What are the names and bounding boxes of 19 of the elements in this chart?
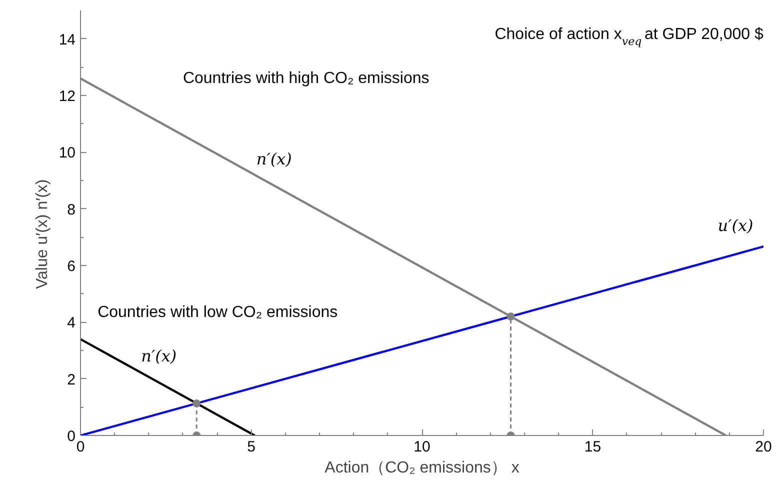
y-axis-title: Value u′(x) n′(x) [34, 179, 51, 289]
x-tick-label: 20 [755, 438, 772, 456]
x-tick-label: 5 [247, 438, 256, 456]
series-label: u′(x) [718, 216, 754, 236]
annotation: Countries with high CO₂ emissions [182, 70, 430, 87]
y-tick-label: 12 [58, 88, 76, 105]
y-tick-label: 6 [67, 258, 76, 275]
y-tick-label: 0 [67, 428, 76, 445]
y-tick-label: 10 [58, 144, 76, 162]
x-tick-label: 15 [584, 438, 602, 456]
x-axis-title: Action（CO₂ emissions） x [324, 460, 520, 476]
y-tick-label: 4 [67, 314, 76, 332]
y-tick-label: 14 [58, 31, 76, 48]
series-label: n′(x) [256, 150, 292, 169]
y-tick-label: 2 [67, 371, 76, 388]
x-tick-label: 10 [414, 438, 430, 456]
series-label: n′(x) [141, 346, 177, 366]
annotation: Countries with low CO₂ emissions [98, 304, 338, 321]
y-tick-label: 8 [67, 201, 76, 218]
